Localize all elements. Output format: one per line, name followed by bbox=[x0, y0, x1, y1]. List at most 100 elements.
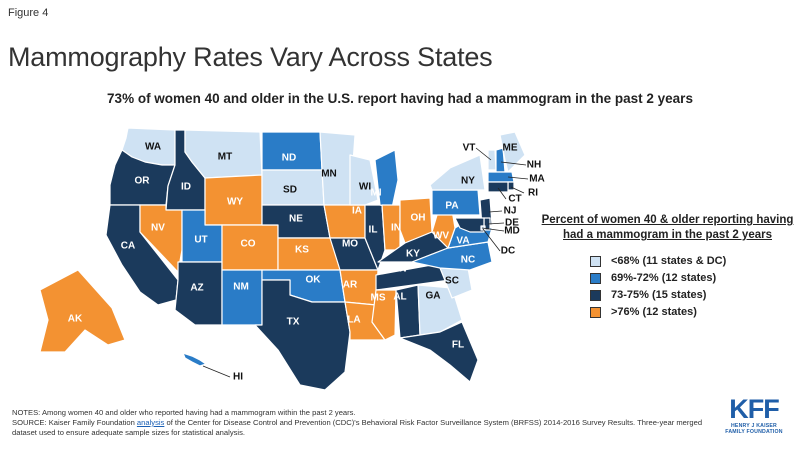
legend-swatch bbox=[590, 272, 601, 284]
state-label-mo: MO bbox=[342, 239, 358, 250]
state-label-dc: DC bbox=[501, 246, 515, 257]
state-fl bbox=[399, 321, 479, 383]
state-label-ky: KY bbox=[406, 249, 420, 260]
state-label-ri: RI bbox=[528, 188, 538, 199]
legend-swatch bbox=[590, 255, 601, 267]
state-label-me: ME bbox=[503, 143, 518, 154]
state-vt bbox=[487, 149, 497, 171]
source-line: SOURCE: Kaiser Family Foundation analysi… bbox=[12, 418, 712, 438]
state-label-nc: NC bbox=[461, 255, 475, 266]
leader-line-vt bbox=[475, 147, 492, 161]
leader-line-hi bbox=[202, 365, 231, 378]
state-label-mt: MT bbox=[218, 152, 232, 163]
state-nm bbox=[221, 269, 263, 326]
state-label-az: AZ bbox=[190, 283, 203, 294]
state-label-nj: NJ bbox=[504, 206, 517, 217]
state-label-ar: AR bbox=[343, 280, 358, 291]
state-md bbox=[454, 217, 485, 233]
state-label-ny: NY bbox=[461, 176, 475, 187]
state-wi bbox=[349, 154, 379, 206]
state-label-co: CO bbox=[241, 239, 256, 250]
figure-label: Figure 4 bbox=[8, 7, 49, 19]
state-label-mn: MN bbox=[321, 169, 337, 180]
legend-item: >76% (12 states) bbox=[590, 304, 795, 320]
state-label-id: ID bbox=[181, 182, 191, 193]
state-label-ne: NE bbox=[289, 214, 303, 225]
state-label-ms: MS bbox=[371, 293, 386, 304]
state-label-nm: NM bbox=[233, 282, 249, 293]
state-label-de: DE bbox=[505, 218, 519, 229]
state-label-md: MD bbox=[504, 226, 520, 237]
state-label-ut: UT bbox=[194, 235, 207, 246]
notes-line: NOTES: Among women 40 and older who repo… bbox=[12, 408, 356, 417]
state-ct bbox=[487, 181, 509, 193]
leader-line-de bbox=[487, 222, 505, 225]
source-rest: of the Center for Disease Control and Pr… bbox=[12, 418, 703, 437]
state-hi bbox=[182, 352, 207, 367]
state-label-sd: SD bbox=[283, 185, 297, 196]
state-label-al: AL bbox=[393, 292, 406, 303]
state-label-fl: FL bbox=[452, 340, 464, 351]
leader-line-dc bbox=[482, 228, 501, 252]
state-label-la: LA bbox=[347, 315, 360, 326]
logo-mark: KFF bbox=[729, 394, 779, 424]
state-label-nh: NH bbox=[527, 160, 541, 171]
state-mi bbox=[374, 149, 399, 209]
notes: NOTES: Among women 40 and older who repo… bbox=[12, 408, 712, 438]
state-label-wy: WY bbox=[227, 197, 243, 208]
state-label-wi: WI bbox=[359, 182, 371, 193]
legend-swatch bbox=[590, 306, 601, 318]
legend-swatch bbox=[590, 289, 601, 301]
map-legend: Percent of women 40 & older reporting ha… bbox=[540, 213, 795, 321]
leader-line-ri bbox=[510, 186, 525, 194]
state-label-wa: WA bbox=[145, 142, 161, 153]
state-label-ct: CT bbox=[508, 194, 521, 205]
legend-label: >76% (12 states) bbox=[611, 306, 697, 318]
state-label-in: IN bbox=[391, 223, 401, 234]
state-az bbox=[174, 261, 223, 326]
state-ak bbox=[39, 269, 126, 353]
legend-label: 73-75% (15 states) bbox=[611, 289, 707, 301]
analysis-link[interactable]: analysis bbox=[136, 418, 165, 427]
legend-label: <68% (11 states & DC) bbox=[611, 255, 727, 267]
state-ms bbox=[371, 289, 397, 341]
state-tx bbox=[254, 279, 351, 391]
leader-line-ma bbox=[507, 176, 529, 180]
page-title: Mammography Rates Vary Across States bbox=[8, 42, 493, 72]
state-label-ia: IA bbox=[352, 206, 362, 217]
state-ks bbox=[277, 237, 341, 271]
state-label-wv: WV bbox=[433, 231, 449, 242]
state-label-pa: PA bbox=[445, 201, 458, 212]
state-label-hi: HI bbox=[233, 372, 243, 383]
logo-line-1: HENRY J KAISER bbox=[730, 423, 778, 429]
state-label-vt: VT bbox=[463, 143, 476, 154]
leader-line-md bbox=[481, 227, 505, 232]
state-label-ks: KS bbox=[295, 245, 309, 256]
leader-line-nh bbox=[500, 161, 527, 166]
legend-label: 69%-72% (12 states) bbox=[611, 272, 717, 284]
state-label-ga: GA bbox=[426, 291, 441, 302]
legend-item: <68% (11 states & DC) bbox=[590, 253, 795, 269]
state-label-ak: AK bbox=[68, 314, 83, 325]
state-label-nd: ND bbox=[282, 153, 296, 164]
state-nd bbox=[261, 131, 323, 171]
state-label-oh: OH bbox=[411, 213, 426, 224]
state-label-sc: SC bbox=[445, 276, 459, 287]
state-label-mi: MI bbox=[370, 188, 381, 199]
leader-line-ct bbox=[497, 187, 507, 200]
subtitle: 73% of women 40 and older in the U.S. re… bbox=[107, 91, 693, 106]
legend-title: Percent of women 40 & older reporting ha… bbox=[541, 214, 794, 241]
legend-item: 73-75% (15 states) bbox=[590, 287, 795, 303]
state-label-va: VA bbox=[456, 236, 469, 247]
state-label-il: IL bbox=[369, 225, 378, 236]
state-label-nv: NV bbox=[151, 223, 165, 234]
state-ri bbox=[507, 181, 515, 191]
leader-line-nj bbox=[488, 210, 503, 213]
state-label-tx: TX bbox=[287, 317, 300, 328]
state-label-ok: OK bbox=[306, 275, 322, 286]
source-prefix: SOURCE: Kaiser Family Foundation bbox=[12, 418, 137, 427]
kff-logo: KFF HENRY J KAISER FAMILY FOUNDATION bbox=[719, 395, 789, 435]
state-label-ma: MA bbox=[529, 174, 545, 185]
state-label-tn: TN bbox=[393, 264, 406, 275]
